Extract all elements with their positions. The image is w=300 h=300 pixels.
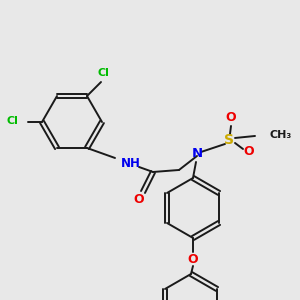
Text: O: O — [244, 146, 254, 158]
Text: Cl: Cl — [97, 68, 109, 78]
Text: Cl: Cl — [6, 116, 18, 126]
Text: N: N — [191, 148, 203, 160]
Text: S: S — [224, 133, 234, 147]
Text: CH₃: CH₃ — [269, 130, 291, 140]
Text: O: O — [134, 194, 144, 206]
Text: O: O — [188, 254, 198, 266]
Text: NH: NH — [121, 158, 141, 170]
Text: O: O — [226, 112, 236, 124]
